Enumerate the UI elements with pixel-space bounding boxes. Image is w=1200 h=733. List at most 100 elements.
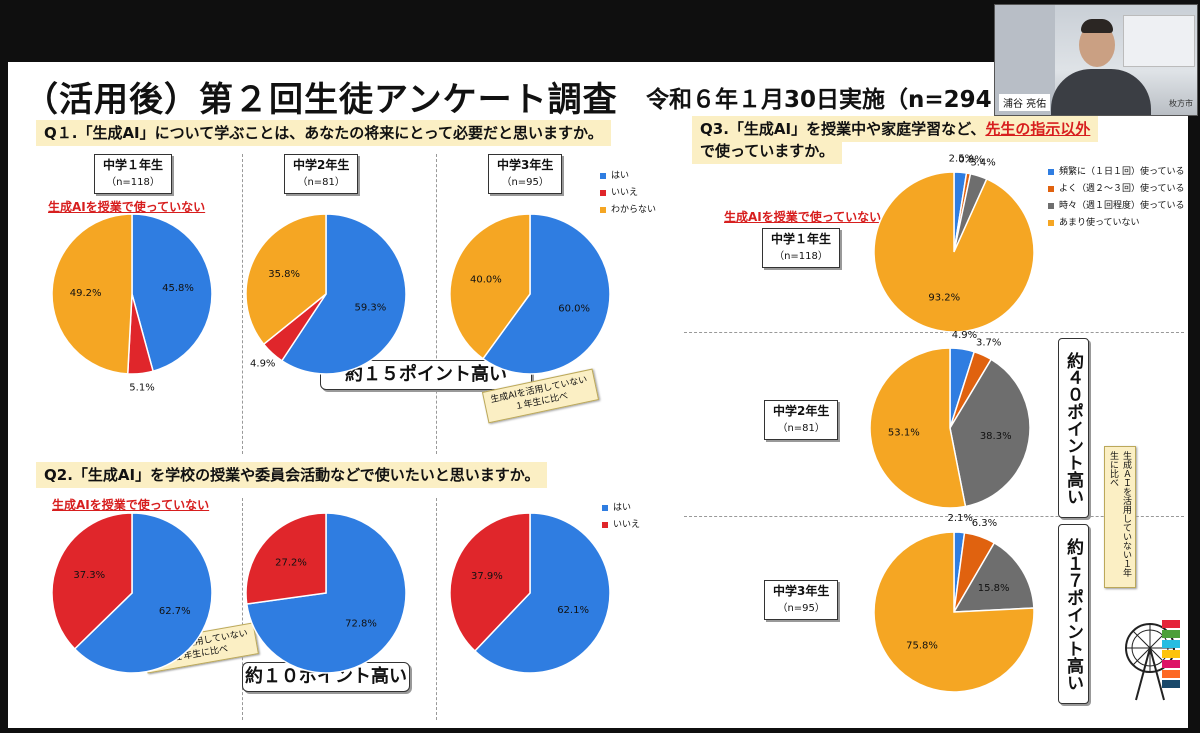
- divider: [436, 154, 437, 454]
- pie-slice-q3-g3-3: [873, 531, 1035, 693]
- divider: [436, 498, 437, 720]
- legend-label: いいえ: [611, 188, 639, 198]
- legend-label: よく（週２～３回）使っている: [1059, 184, 1185, 194]
- pie-slice-q3-g2-2: [949, 358, 1031, 508]
- speaker-hair: [1081, 19, 1113, 33]
- legend-item: 頻繁に（１日１回）使っている: [1048, 164, 1185, 181]
- pie-label-q1-g2-1: 4.9%: [250, 359, 275, 370]
- pie-label-q2-g1-0: 62.7%: [159, 606, 191, 617]
- legend-swatch-red: [602, 521, 608, 528]
- legend-swatch-blue: [602, 504, 608, 511]
- q3-question-emphasis: 先生の指示以外: [985, 120, 1091, 138]
- pie-slice-q1-g3-2: [449, 213, 531, 360]
- pie-label-q1-g3-0: 60.0%: [558, 303, 590, 314]
- page-title: （活用後）第２回生徒アンケート調査: [24, 80, 618, 120]
- q3-callout-g2: 約４０ポイント高い: [1058, 338, 1089, 518]
- legend-label: 時々（週１回程度）使っている: [1059, 201, 1185, 211]
- pie-label-q3-g2-2: 38.3%: [980, 431, 1012, 442]
- pie-slice-q2-g3-1: [449, 512, 531, 653]
- pie-slice-q3-g1-3: [873, 171, 1035, 333]
- pie-label-q1-g2-2: 35.8%: [268, 269, 300, 280]
- pie-label-q3-g3-2: 15.8%: [978, 583, 1010, 594]
- pie-label-q3-g2-1: 3.7%: [976, 337, 1001, 348]
- pie-label-q3-g2-0: 4.9%: [952, 330, 977, 341]
- group-name: 中学2年生: [773, 404, 830, 418]
- q3-question-text: Q3.「生成AI」を授業中や家庭学習など、: [700, 120, 986, 138]
- pie-slice-q1-g2-2: [245, 213, 327, 346]
- pie-label-q3-g2-3: 53.1%: [888, 428, 920, 439]
- q2-red-note: 生成AIを授業で使っていない: [52, 498, 210, 512]
- pie-slice-q3-g2-3: [869, 347, 967, 509]
- pie-label-q1-g1-2: 49.2%: [70, 288, 102, 299]
- q1-red-note: 生成AIを授業で使っていない: [48, 200, 206, 214]
- pie-label-q1-g1-1: 5.1%: [129, 382, 154, 393]
- pie-slice-q2-g3-0: [473, 512, 611, 674]
- legend-item: はい: [600, 168, 656, 185]
- divider: [684, 332, 1184, 333]
- group-name: 中学１年生: [103, 158, 164, 172]
- pie-slice-q2-g2-1: [245, 512, 327, 605]
- divider: [242, 154, 243, 454]
- group-name: 中学2年生: [293, 158, 350, 172]
- q1-group2-label: 中学2年生 （n=81）: [284, 154, 359, 194]
- q2-question: Q2.「生成AI」を学校の授業や委員会活動などで使いたいと思いますか。: [36, 462, 548, 488]
- q3-callout-g3: 約１７ポイント高い: [1058, 524, 1089, 704]
- legend-label: わからない: [611, 205, 657, 215]
- q3-group2-label: 中学2年生 （n=81）: [764, 400, 839, 440]
- pie-slice-q1-g2-0: [280, 213, 407, 375]
- pie-label-q1-g3-2: 40.0%: [470, 275, 502, 286]
- pie-label-q3-g1-0: 2.5%: [949, 153, 974, 164]
- legend-label: いいえ: [613, 520, 641, 530]
- legend-swatch-red: [600, 189, 606, 196]
- q1-group1-label: 中学１年生 （n=118）: [94, 154, 173, 194]
- legend-swatch-orange: [1048, 185, 1054, 192]
- legend-swatch-gray: [1048, 202, 1054, 209]
- pie-label-q2-g2-1: 27.2%: [275, 558, 307, 569]
- legend-swatch-yellow: [1048, 219, 1054, 226]
- legend-label: はい: [611, 171, 630, 181]
- q3-group1-label: 中学１年生 （n=118）: [762, 228, 841, 268]
- legend-item: いいえ: [600, 185, 656, 202]
- q3-sticky-note: 生成ＡＩを活用していない１年生に比べ: [1104, 446, 1136, 588]
- group-name: 中学１年生: [771, 232, 832, 246]
- group-n: （n=95）: [501, 177, 549, 188]
- q1-group3-label: 中学3年生 （n=95）: [488, 154, 563, 194]
- pie-label-q2-g1-1: 37.3%: [73, 570, 105, 581]
- pie-label-q3-g3-3: 75.8%: [906, 641, 938, 652]
- pie-slice-q1-g1-2: [51, 213, 133, 375]
- q3-question-line2: で使っていますか。: [692, 138, 842, 164]
- speaker-video: 浦谷 亮佑 枚方市: [994, 4, 1198, 116]
- legend-item: よく（週２～３回）使っている: [1048, 181, 1185, 198]
- ferris-wheel-logo: [1125, 620, 1180, 701]
- pie-label-q2-g2-0: 72.8%: [345, 618, 377, 629]
- q1-callout: 約１５ポイント高い: [320, 360, 532, 390]
- group-n: （n=81）: [297, 177, 345, 188]
- group-n: （n=95）: [777, 603, 825, 614]
- pie-label-q3-g1-3: 93.2%: [928, 292, 960, 303]
- legend-label: はい: [613, 503, 632, 513]
- survey-date: 令和６年１月30日実施（n=294: [646, 87, 992, 113]
- speaker-logo: 枚方市: [1169, 99, 1193, 108]
- group-n: （n=118）: [774, 251, 828, 262]
- q3-group3-label: 中学3年生 （n=95）: [764, 580, 839, 620]
- q3-legend: 頻繁に（１日１回）使っている よく（週２～３回）使っている 時々（週１回程度）使…: [1048, 164, 1185, 232]
- divider: [684, 516, 1184, 517]
- pie-label-q1-g1-0: 45.8%: [162, 283, 194, 294]
- q3-red-note: 生成AIを授業で使っていない: [724, 210, 882, 224]
- legend-label: あまり使っていない: [1059, 218, 1140, 228]
- pie-label-q2-g3-1: 37.9%: [471, 571, 503, 582]
- video-whiteboard: [1123, 15, 1195, 67]
- group-name: 中学3年生: [497, 158, 554, 172]
- legend-swatch-blue: [600, 172, 606, 179]
- speaker-name: 浦谷 亮佑: [999, 94, 1051, 111]
- legend-item: はい: [602, 500, 640, 517]
- pie-label-q3-g1-1: 0.8%: [958, 155, 983, 166]
- pie-label-q3-g3-1: 6.3%: [972, 518, 997, 529]
- legend-item: いいえ: [602, 517, 640, 534]
- speaker-body: [1051, 69, 1151, 115]
- legend-item: わからない: [600, 202, 656, 219]
- pie-label-q3-g3-0: 2.1%: [947, 513, 972, 524]
- legend-swatch-orange: [600, 206, 606, 213]
- slide: （活用後）第２回生徒アンケート調査 令和６年１月30日実施（n=294 Q１.「…: [8, 62, 1188, 728]
- q2-legend: はい いいえ: [602, 500, 640, 534]
